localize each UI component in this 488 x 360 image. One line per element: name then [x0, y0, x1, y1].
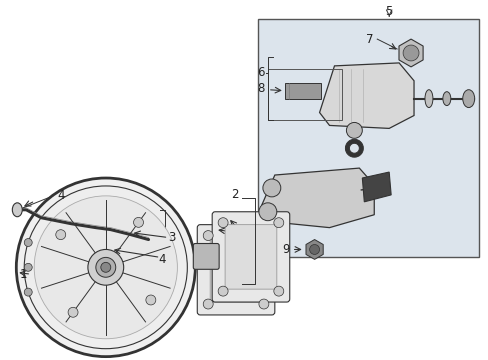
Circle shape	[68, 307, 78, 317]
Circle shape	[258, 203, 276, 221]
Circle shape	[24, 239, 32, 247]
Polygon shape	[262, 168, 373, 228]
Circle shape	[101, 262, 111, 272]
FancyBboxPatch shape	[224, 225, 276, 289]
Circle shape	[96, 257, 116, 277]
Circle shape	[203, 231, 213, 240]
Circle shape	[402, 45, 418, 61]
Text: 7: 7	[365, 33, 372, 46]
Circle shape	[273, 286, 283, 296]
Text: 8: 8	[257, 82, 264, 95]
FancyBboxPatch shape	[197, 225, 274, 315]
Circle shape	[346, 122, 362, 138]
Circle shape	[88, 249, 123, 285]
FancyBboxPatch shape	[193, 243, 219, 269]
Text: 4: 4	[158, 253, 165, 266]
Text: 3: 3	[168, 231, 176, 244]
Circle shape	[24, 264, 32, 271]
Circle shape	[218, 286, 227, 296]
Bar	[284, 83, 320, 99]
Text: 9: 9	[282, 243, 289, 256]
Text: 5: 5	[385, 5, 392, 18]
Circle shape	[203, 299, 213, 309]
Circle shape	[133, 217, 143, 227]
Text: 1: 1	[20, 268, 27, 281]
Circle shape	[258, 299, 268, 309]
Circle shape	[24, 186, 187, 349]
Text: 6: 6	[257, 66, 264, 79]
Ellipse shape	[424, 90, 432, 108]
Circle shape	[263, 179, 280, 197]
Text: 4: 4	[57, 189, 65, 202]
Circle shape	[309, 244, 319, 255]
Bar	[257, 19, 478, 257]
Polygon shape	[362, 172, 390, 202]
Ellipse shape	[462, 90, 474, 108]
Circle shape	[16, 178, 195, 357]
Circle shape	[145, 295, 156, 305]
Circle shape	[218, 218, 227, 228]
Circle shape	[258, 231, 268, 240]
Circle shape	[56, 230, 65, 240]
FancyBboxPatch shape	[212, 212, 289, 302]
FancyBboxPatch shape	[210, 238, 262, 302]
Ellipse shape	[442, 92, 450, 105]
Circle shape	[34, 196, 177, 339]
Bar	[267, 69, 342, 121]
Circle shape	[273, 218, 283, 228]
Polygon shape	[319, 63, 413, 129]
Circle shape	[24, 288, 32, 296]
Text: 2: 2	[231, 188, 238, 201]
Ellipse shape	[12, 203, 22, 217]
